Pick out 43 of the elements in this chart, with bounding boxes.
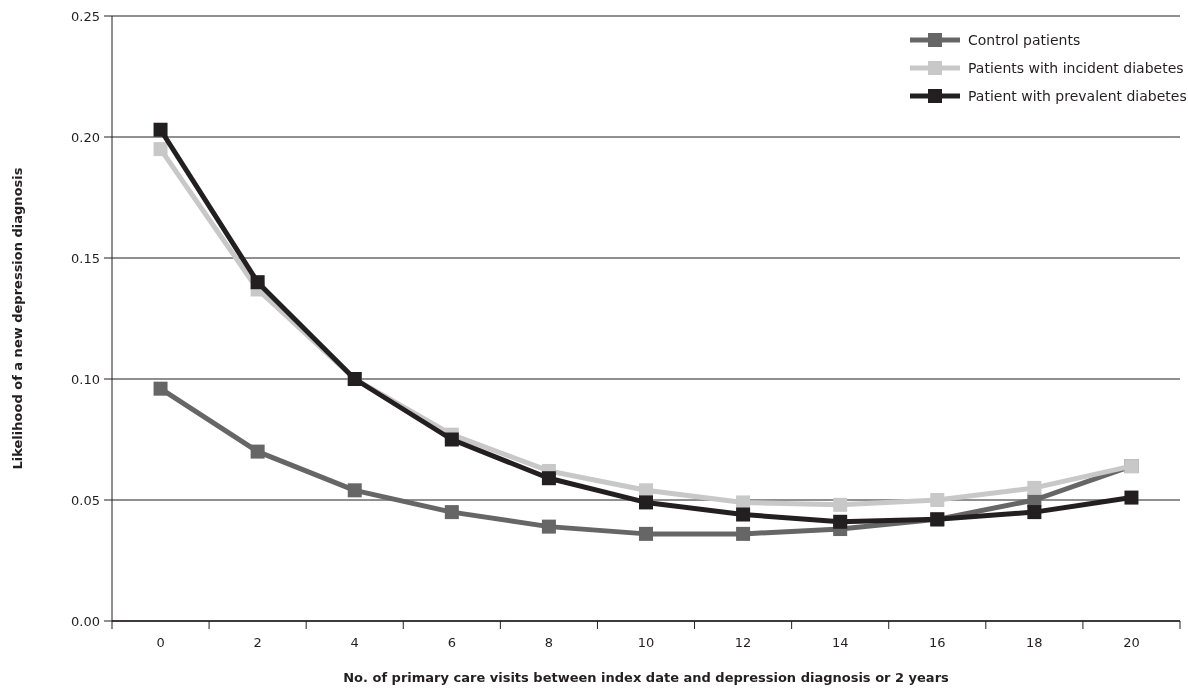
y-tick-label: 0.15 xyxy=(71,250,100,266)
x-tick-label: 18 xyxy=(1026,635,1043,650)
x-tick-label: 0 xyxy=(156,635,165,650)
y-tick-label: 0.20 xyxy=(71,129,100,145)
point xyxy=(1124,490,1139,505)
legend-label: Patient with prevalent diabetes xyxy=(968,87,1187,104)
point xyxy=(153,381,168,396)
point xyxy=(833,497,848,512)
point xyxy=(736,526,751,541)
point xyxy=(930,493,945,507)
point xyxy=(153,122,168,137)
point xyxy=(1027,480,1042,495)
point xyxy=(444,505,459,520)
x-tick-label: 2 xyxy=(253,635,262,650)
x-tick-label: 12 xyxy=(734,635,752,650)
point xyxy=(541,519,556,534)
point xyxy=(250,444,265,459)
y-tick-label: 0.05 xyxy=(71,492,100,508)
point xyxy=(736,507,751,522)
point xyxy=(444,432,459,447)
x-tick-label: 8 xyxy=(544,635,554,650)
point xyxy=(347,483,362,498)
x-axis-title: No. of primary care visits between index date and depression diagnosis or 2 years xyxy=(343,670,950,685)
point xyxy=(250,275,265,290)
x-tick-label: 10 xyxy=(637,635,655,650)
legend-label: Patients with incident diabetes xyxy=(968,59,1184,76)
y-tick-label: 0.00 xyxy=(71,613,100,629)
x-tick-label: 16 xyxy=(929,635,946,650)
x-tick-label: 4 xyxy=(350,635,359,650)
point xyxy=(833,514,848,529)
legend-label: Control patients xyxy=(968,31,1081,48)
x-tick-label: 20 xyxy=(1123,635,1140,650)
point xyxy=(639,526,653,541)
y-tick-label: 0.25 xyxy=(71,8,100,24)
y-tick-label: 0.10 xyxy=(71,371,100,387)
point xyxy=(736,495,751,510)
y-axis-title: Likelihood of a new depression diagnosis xyxy=(10,167,25,470)
point xyxy=(639,495,653,510)
x-tick-label: 6 xyxy=(447,635,456,650)
point xyxy=(153,142,168,157)
point xyxy=(541,471,556,486)
point xyxy=(1027,505,1042,520)
x-tick-label: 14 xyxy=(831,635,849,650)
